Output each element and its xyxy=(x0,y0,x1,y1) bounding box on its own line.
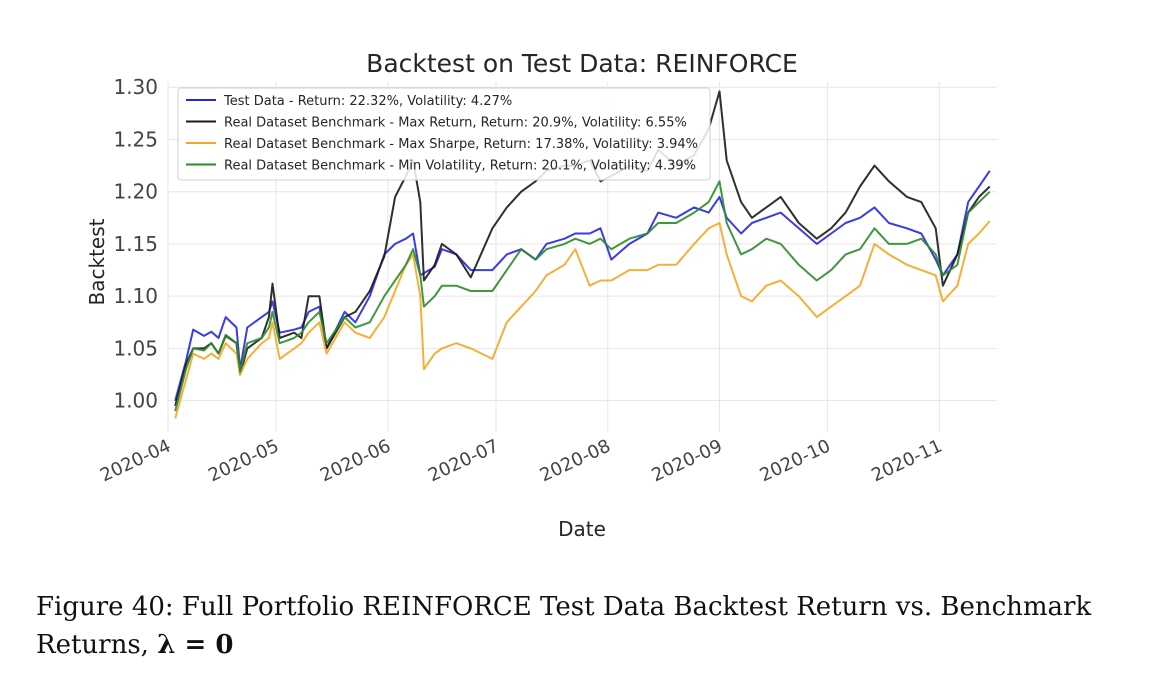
x-tick-label: 2020-05 xyxy=(205,435,282,486)
x-tick-label: 2020-10 xyxy=(757,435,834,486)
backtest-chart: 1.001.051.101.151.201.251.30 2020-04 2020… xyxy=(85,49,997,541)
y-tick-label: 1.05 xyxy=(113,336,158,360)
legend-entry: Real Dataset Benchmark - Max Sharpe, Ret… xyxy=(224,137,698,152)
series-line-2 xyxy=(174,220,991,419)
legend-box xyxy=(177,87,711,181)
y-tick-label: 1.30 xyxy=(113,75,158,99)
caption-text: Figure 40: Full Portfolio REINFORCE Test… xyxy=(36,592,1092,660)
series-line-3 xyxy=(174,180,991,412)
legend: Test Data - Return: 22.32%, Volatility: … xyxy=(177,87,711,181)
x-axis: 2020-04 2020-05 2020-06 2020-07 2020-08 2020-… xyxy=(97,435,945,486)
caption-lambda: λ = 0 xyxy=(157,630,234,660)
y-tick-label: 1.15 xyxy=(113,232,158,256)
legend-entry: Test Data - Return: 22.32%, Volatility: … xyxy=(223,94,512,109)
x-tick-label: 2020-09 xyxy=(649,435,726,486)
x-tick-label: 2020-06 xyxy=(317,435,394,486)
x-tick-label: 2020-04 xyxy=(97,435,174,486)
legend-entry: Real Dataset Benchmark - Min Volatility,… xyxy=(224,159,696,174)
y-tick-label: 1.25 xyxy=(113,127,158,151)
y-tick-label: 1.10 xyxy=(113,284,158,308)
y-axis-label: Backtest xyxy=(85,218,109,305)
y-tick-label: 1.00 xyxy=(113,389,158,413)
series-lines xyxy=(174,90,991,419)
x-tick-label: 2020-07 xyxy=(425,435,502,486)
legend-entry: Real Dataset Benchmark - Max Return, Ret… xyxy=(224,116,687,131)
y-tick-label: 1.20 xyxy=(113,180,158,204)
chart-title: Backtest on Test Data: REINFORCE xyxy=(366,49,798,78)
series-line-1 xyxy=(174,90,991,407)
x-tick-label: 2020-08 xyxy=(537,435,614,486)
x-tick-label: 2020-11 xyxy=(868,435,945,486)
x-axis-label: Date xyxy=(558,517,606,541)
y-axis: 1.00 1.05 1.10 1.15 1.20 1.25 1.30 xyxy=(113,75,158,412)
figure-caption: Figure 40: Full Portfolio REINFORCE Test… xyxy=(36,588,1126,664)
